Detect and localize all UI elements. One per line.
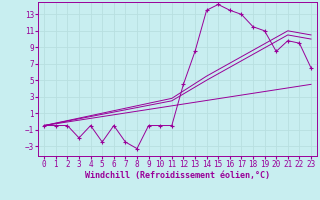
X-axis label: Windchill (Refroidissement éolien,°C): Windchill (Refroidissement éolien,°C) — [85, 171, 270, 180]
